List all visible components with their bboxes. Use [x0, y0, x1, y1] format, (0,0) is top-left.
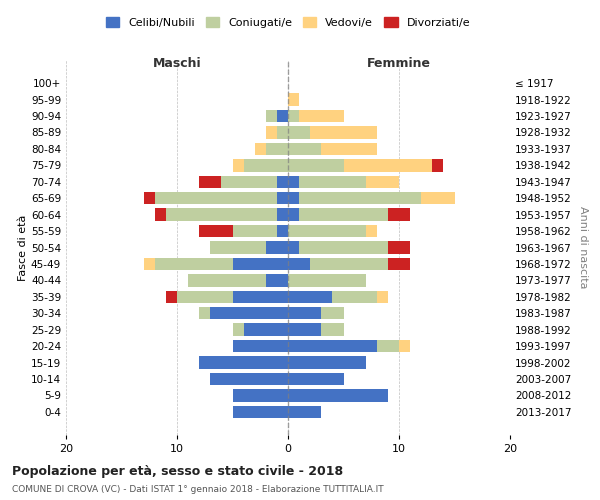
- Bar: [277, 110, 288, 122]
- Bar: [288, 110, 299, 122]
- Bar: [210, 373, 288, 385]
- Bar: [366, 176, 399, 188]
- Bar: [144, 192, 155, 204]
- Bar: [144, 258, 155, 270]
- Legend: Celibi/Nubili, Coniugati/e, Vedovi/e, Divorziati/e: Celibi/Nubili, Coniugati/e, Vedovi/e, Di…: [106, 17, 470, 28]
- Bar: [299, 242, 388, 254]
- Bar: [310, 258, 388, 270]
- Bar: [266, 143, 288, 155]
- Bar: [277, 208, 288, 221]
- Text: Femmine: Femmine: [367, 57, 431, 70]
- Bar: [166, 208, 277, 221]
- Bar: [288, 159, 343, 172]
- Bar: [277, 176, 288, 188]
- Bar: [288, 389, 388, 402]
- Bar: [266, 110, 277, 122]
- Bar: [199, 176, 221, 188]
- Bar: [288, 258, 310, 270]
- Bar: [288, 290, 332, 303]
- Bar: [388, 258, 410, 270]
- Bar: [155, 208, 166, 221]
- Bar: [233, 159, 244, 172]
- Bar: [288, 274, 366, 286]
- Bar: [332, 290, 377, 303]
- Bar: [199, 307, 210, 320]
- Bar: [277, 126, 288, 138]
- Bar: [155, 258, 233, 270]
- Bar: [299, 110, 343, 122]
- Bar: [233, 406, 288, 418]
- Bar: [266, 274, 288, 286]
- Bar: [233, 340, 288, 352]
- Bar: [388, 208, 410, 221]
- Bar: [288, 225, 366, 237]
- Bar: [377, 340, 399, 352]
- Bar: [288, 208, 299, 221]
- Y-axis label: Anni di nascita: Anni di nascita: [578, 206, 588, 289]
- Bar: [188, 274, 266, 286]
- Bar: [288, 356, 366, 368]
- Bar: [421, 192, 455, 204]
- Bar: [199, 356, 288, 368]
- Bar: [288, 373, 343, 385]
- Bar: [199, 225, 233, 237]
- Text: COMUNE DI CROVA (VC) - Dati ISTAT 1° gennaio 2018 - Elaborazione TUTTITALIA.IT: COMUNE DI CROVA (VC) - Dati ISTAT 1° gen…: [12, 485, 383, 494]
- Bar: [288, 307, 322, 320]
- Bar: [277, 192, 288, 204]
- Bar: [233, 324, 244, 336]
- Bar: [366, 225, 377, 237]
- Bar: [288, 126, 310, 138]
- Bar: [288, 94, 299, 106]
- Bar: [177, 290, 233, 303]
- Bar: [244, 324, 288, 336]
- Bar: [288, 324, 322, 336]
- Bar: [266, 126, 277, 138]
- Bar: [299, 176, 366, 188]
- Bar: [233, 290, 288, 303]
- Bar: [288, 340, 377, 352]
- Bar: [399, 340, 410, 352]
- Bar: [288, 406, 322, 418]
- Bar: [166, 290, 177, 303]
- Bar: [288, 176, 299, 188]
- Bar: [233, 389, 288, 402]
- Bar: [322, 307, 343, 320]
- Bar: [432, 159, 443, 172]
- Bar: [299, 208, 388, 221]
- Bar: [388, 242, 410, 254]
- Bar: [266, 242, 288, 254]
- Bar: [233, 258, 288, 270]
- Bar: [221, 176, 277, 188]
- Bar: [210, 307, 288, 320]
- Bar: [155, 192, 277, 204]
- Bar: [377, 290, 388, 303]
- Text: Maschi: Maschi: [152, 57, 202, 70]
- Bar: [277, 225, 288, 237]
- Y-axis label: Fasce di età: Fasce di età: [18, 214, 28, 280]
- Bar: [211, 242, 266, 254]
- Bar: [322, 143, 377, 155]
- Bar: [322, 324, 343, 336]
- Bar: [288, 242, 299, 254]
- Bar: [232, 225, 277, 237]
- Bar: [244, 159, 288, 172]
- Bar: [310, 126, 377, 138]
- Bar: [288, 192, 299, 204]
- Text: Popolazione per età, sesso e stato civile - 2018: Popolazione per età, sesso e stato civil…: [12, 465, 343, 478]
- Bar: [343, 159, 432, 172]
- Bar: [255, 143, 266, 155]
- Bar: [288, 143, 322, 155]
- Bar: [299, 192, 421, 204]
